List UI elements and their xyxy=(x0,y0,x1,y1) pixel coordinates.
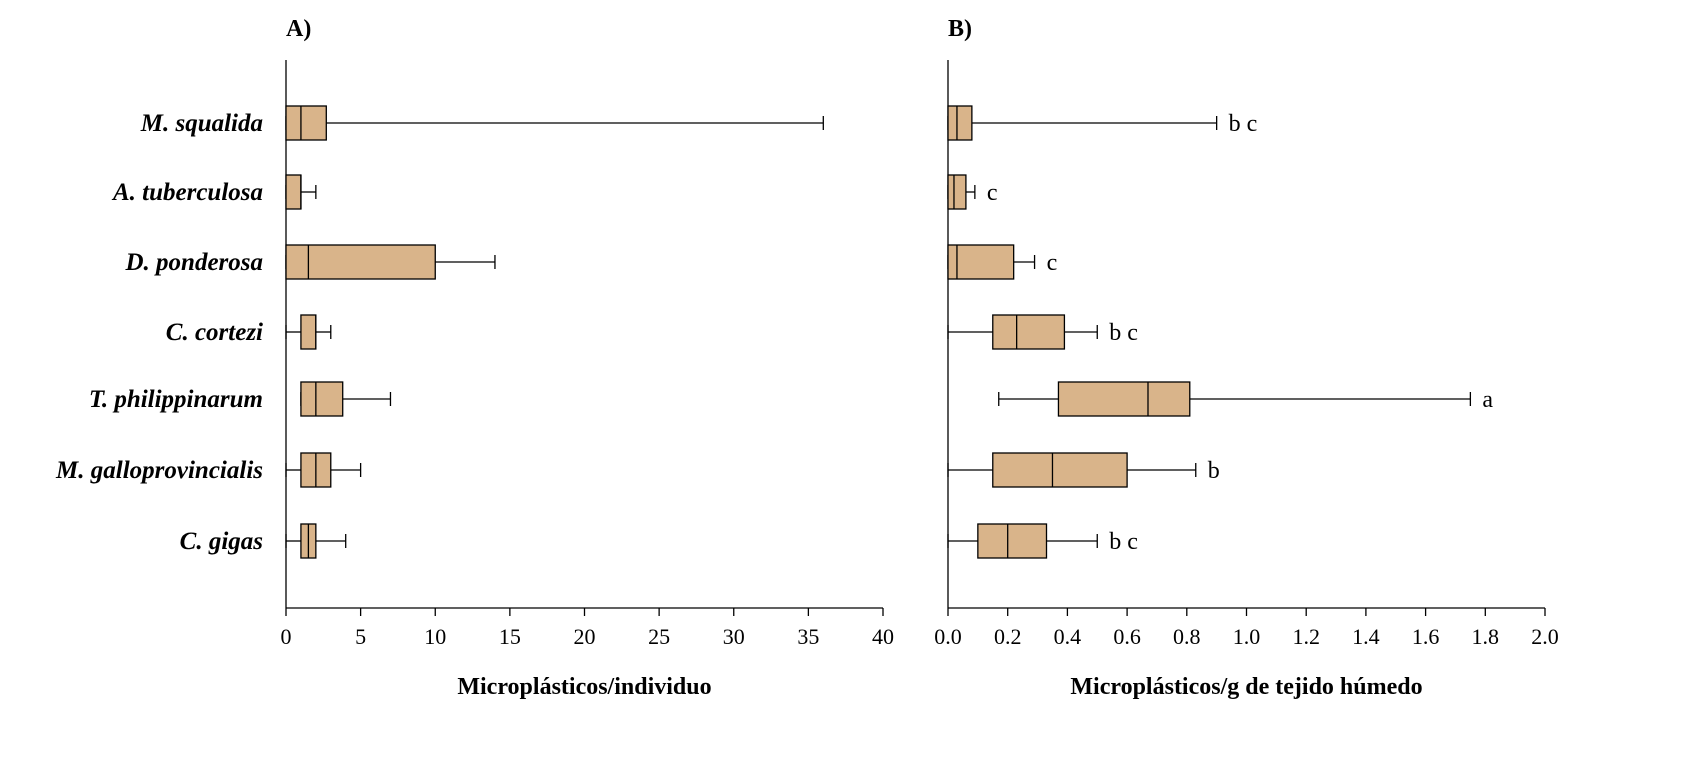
panel-b: B) 0.0 0.2 0.4 0.6 0.8 1.0 1.2 1.4 1.6 1.8 2.0 Micro… xyxy=(934,16,1559,700)
iqr-box xyxy=(300,314,317,350)
x-tick-label: 35 xyxy=(797,624,819,649)
x-tick-label: 0 xyxy=(281,624,292,649)
significance-label: c xyxy=(1047,250,1058,276)
iqr-box xyxy=(285,105,327,141)
x-tick-label: 1.8 xyxy=(1472,624,1500,649)
iqr-box xyxy=(947,174,967,210)
significance-label: b c xyxy=(1109,529,1138,555)
significance-label: c xyxy=(987,180,998,206)
species-label: A. tuberculosa xyxy=(111,179,263,206)
x-tick-label: 40 xyxy=(872,624,894,649)
x-tick-label: 25 xyxy=(648,624,670,649)
iqr-box xyxy=(300,381,344,417)
x-tick-label: 30 xyxy=(723,624,745,649)
iqr-box xyxy=(947,105,973,141)
significance-label: a xyxy=(1482,387,1493,413)
x-tick-label: 1.4 xyxy=(1352,624,1380,649)
x-tick-label: 0.4 xyxy=(1054,624,1082,649)
x-tick-label: 20 xyxy=(574,624,596,649)
panel-label: B) xyxy=(948,16,972,42)
iqr-box xyxy=(285,174,302,210)
significance-label: b xyxy=(1208,458,1220,484)
species-label: C. cortezi xyxy=(166,319,263,346)
x-tick-label: 0.6 xyxy=(1113,624,1141,649)
iqr-box xyxy=(977,523,1048,559)
iqr-box xyxy=(992,314,1066,350)
iqr-box xyxy=(947,244,1015,280)
panel-label: A) xyxy=(286,16,311,42)
species-label: C. gigas xyxy=(180,528,263,555)
species-label: M. squalida xyxy=(140,110,263,137)
x-tick-label: 1.6 xyxy=(1412,624,1440,649)
x-tick-label: 1.0 xyxy=(1233,624,1261,649)
x-tick-label: 1.2 xyxy=(1292,624,1320,649)
significance-label: b c xyxy=(1109,320,1138,346)
species-label: D. ponderosa xyxy=(124,249,263,276)
iqr-box xyxy=(285,244,436,280)
species-label: T. philippinarum xyxy=(89,386,263,413)
panel-a: A) 0 5 10 15 20 25 30 35 40 Microplásticos/individ… xyxy=(55,16,894,700)
x-tick-label: 10 xyxy=(424,624,446,649)
x-axis-title: Microplásticos/individuo xyxy=(457,674,711,700)
x-tick-label: 0.0 xyxy=(934,624,962,649)
x-tick-label: 0.2 xyxy=(994,624,1022,649)
x-tick-label: 15 xyxy=(499,624,521,649)
x-tick-label: 0.8 xyxy=(1173,624,1201,649)
significance-label: b c xyxy=(1229,111,1258,137)
species-label: M. galloprovincialis xyxy=(55,457,263,484)
x-tick-label: 2.0 xyxy=(1531,624,1559,649)
x-tick-label: 5 xyxy=(355,624,366,649)
x-axis-title: Microplásticos/g de tejido húmedo xyxy=(1070,674,1422,700)
iqr-box xyxy=(1057,381,1191,417)
iqr-box xyxy=(992,452,1128,488)
